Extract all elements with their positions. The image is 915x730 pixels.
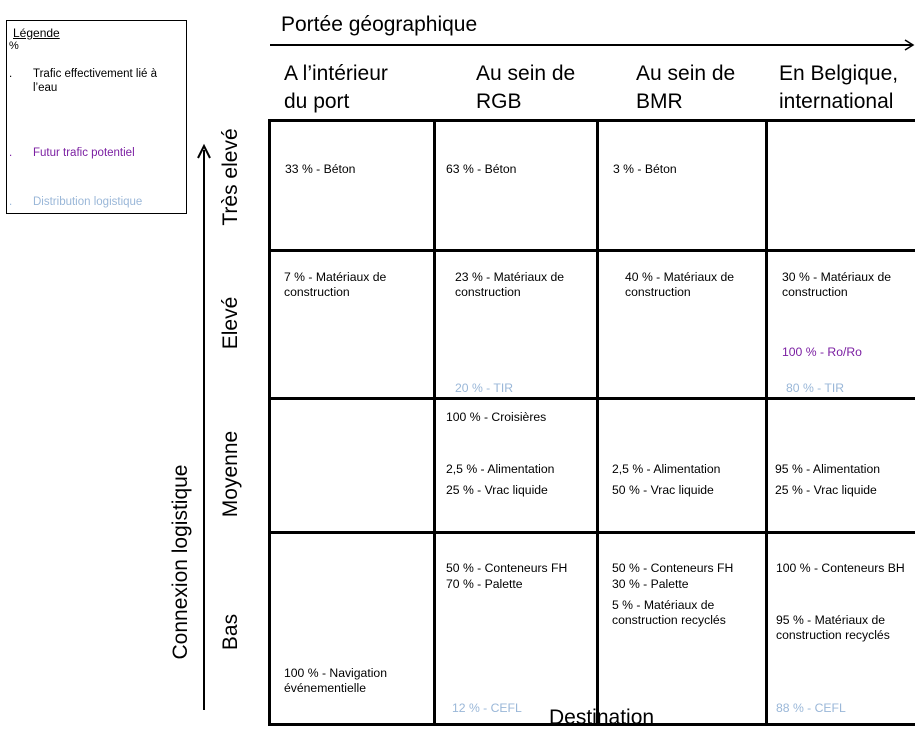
cell-line: 23 % - Matériaux de [455, 270, 564, 285]
cell-line: 30 % - Palette [612, 577, 733, 592]
column-header-rgb: Au sein de RGB [476, 60, 575, 116]
legend-bullet: . [9, 67, 12, 81]
cell-line: 50 % - Conteneurs FH [446, 561, 567, 576]
cell-text: 100 % - Conteneurs BH [776, 561, 905, 576]
cell-line: 95 % - Matériaux de [776, 613, 890, 628]
cell-text-logistics: 88 % - CEFL [776, 701, 846, 716]
cell-line: 50 % - Vrac liquide [612, 483, 720, 498]
cell-line: 50 % - Conteneurs FH [612, 561, 733, 576]
legend-label: Trafic effectivement lié à l’eau [33, 67, 158, 95]
legend-title: Légende [13, 26, 60, 40]
cell-line: construction [782, 285, 891, 300]
legend-label: Distribution logistique [33, 195, 158, 209]
cell-line: 5 % - Matériaux de [612, 598, 733, 613]
row-label-high: Elevé [219, 273, 243, 373]
column-header-line: A l’intérieur [284, 60, 388, 88]
cell-line: construction [625, 285, 734, 300]
legend-box [6, 20, 187, 214]
cell-line: 2,5 % - Alimentation [612, 462, 720, 477]
cell-text: 95 % - Alimentation 25 % - Vrac liquide [775, 462, 880, 498]
cell-text: 100 % - Navigation événementielle [284, 666, 387, 696]
column-header-line: international [779, 88, 898, 116]
cell-line: 30 % - Matériaux de [782, 270, 891, 285]
column-header-line: Au sein de [636, 60, 735, 88]
cell-line: 25 % - Vrac liquide [446, 483, 554, 498]
cell-text-future: 100 % - Ro/Ro [782, 345, 862, 360]
cell-line: 7 % - Matériaux de [284, 270, 386, 285]
cell-text: 40 % - Matériaux de construction [625, 270, 734, 300]
column-header-bmr: Au sein de BMR [636, 60, 735, 116]
column-header-line: BMR [636, 88, 735, 116]
row-label-medium: Moyenne [219, 414, 243, 534]
cell-text: 100 % - Croisières [446, 410, 546, 425]
cell-text-logistics: 12 % - CEFL [452, 701, 522, 716]
column-header-port: A l’intérieur du port [284, 60, 388, 116]
legend-label: Futur trafic potentiel [33, 146, 158, 160]
bottom-axis-title: Destination [549, 706, 654, 730]
cell-text: 95 % - Matériaux de construction recyclé… [776, 613, 890, 643]
cell-line: construction [455, 285, 564, 300]
row-label-very-high: Très elevé [219, 112, 243, 242]
column-header-line: du port [284, 88, 388, 116]
cell-line: construction recyclés [612, 613, 733, 628]
cell-line: construction [284, 285, 386, 300]
column-header-line: RGB [476, 88, 575, 116]
cell-text: 2,5 % - Alimentation 25 % - Vrac liquide [446, 462, 554, 498]
cell-text-logistics: 20 % - TIR [455, 381, 513, 396]
cell-text: 23 % - Matériaux de construction [455, 270, 564, 300]
cell-text-logistics: 80 % - TIR [786, 381, 844, 396]
cell-line: 40 % - Matériaux de [625, 270, 734, 285]
cell-text: 3 % - Béton [613, 162, 677, 177]
column-header-line: En Belgique, [779, 60, 898, 88]
legend-unit: % [9, 40, 19, 52]
column-header-line: Au sein de [476, 60, 575, 88]
left-axis-title: Connexion logistique [169, 452, 193, 672]
cell-line: construction recyclés [776, 628, 890, 643]
legend-bullet: . [9, 146, 12, 160]
cell-text: 63 % - Béton [446, 162, 516, 177]
top-axis-title: Portée géographique [281, 13, 477, 37]
row-label-low: Bas [219, 592, 243, 672]
cell-text: 30 % - Matériaux de construction [782, 270, 891, 300]
cell-line: événementielle [284, 681, 387, 696]
legend-bullet: . [9, 195, 12, 209]
cell-line: 25 % - Vrac liquide [775, 483, 880, 498]
cell-text: 33 % - Béton [285, 162, 355, 177]
cell-text: 50 % - Conteneurs FH 30 % - Palette 5 % … [612, 561, 733, 628]
column-header-belgium: En Belgique, international [779, 60, 898, 116]
cell-line: 95 % - Alimentation [775, 462, 880, 477]
cell-line: 100 % - Navigation [284, 666, 387, 681]
cell-text: 2,5 % - Alimentation 50 % - Vrac liquide [612, 462, 720, 498]
cell-text: 7 % - Matériaux de construction [284, 270, 386, 300]
cell-text: 50 % - Conteneurs FH 70 % - Palette [446, 561, 567, 592]
cell-line: 70 % - Palette [446, 577, 567, 592]
cell-line: 2,5 % - Alimentation [446, 462, 554, 477]
